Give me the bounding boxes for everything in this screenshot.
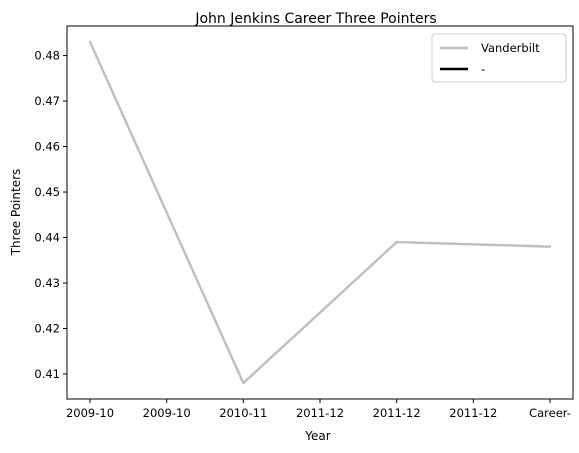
- series-line-0: [88, 41, 551, 385]
- x-tick-label: 2010-11: [219, 406, 267, 420]
- y-tick-label: 0.41: [34, 367, 60, 381]
- x-tick-label: Career-: [529, 406, 571, 420]
- data-point: [548, 245, 552, 248]
- x-tick-label: 2009-10: [66, 406, 114, 420]
- x-axis-label: Year: [304, 429, 330, 443]
- x-axis-ticks: 2009-10 2009-10 2010-11 2011-12 2011-12 2011-…: [66, 399, 571, 420]
- y-axis-ticks: 0.41 0.42 0.43 0.44 0.45 0.46 0.47 0.48: [34, 49, 67, 381]
- x-tick-label: 2011-12: [449, 406, 497, 420]
- series-layer: [88, 40, 552, 385]
- legend: Vanderbilt -: [431, 33, 567, 83]
- legend-label-dash: -: [481, 62, 485, 76]
- y-tick-label: 0.42: [34, 321, 60, 335]
- y-tick-label: 0.44: [34, 231, 60, 245]
- y-tick-label: 0.46: [34, 140, 60, 154]
- plot-area-frame: [66, 25, 574, 400]
- x-tick-label: 2011-12: [296, 406, 344, 420]
- x-tick-label: 2011-12: [373, 406, 421, 420]
- data-point: [88, 40, 92, 44]
- y-tick-label: 0.45: [34, 185, 60, 199]
- x-tick-label: 2009-10: [143, 406, 191, 420]
- y-axis-label: Three Pointers: [9, 169, 23, 257]
- chart-title: John Jenkins Career Three Pointers: [194, 11, 436, 27]
- data-point: [242, 381, 245, 385]
- y-tick-label: 0.43: [34, 276, 60, 290]
- y-tick-label: 0.48: [34, 49, 60, 63]
- y-tick-label: 0.47: [34, 94, 60, 108]
- legend-label-vanderbilt: Vanderbilt: [481, 41, 540, 55]
- data-point: [395, 240, 398, 244]
